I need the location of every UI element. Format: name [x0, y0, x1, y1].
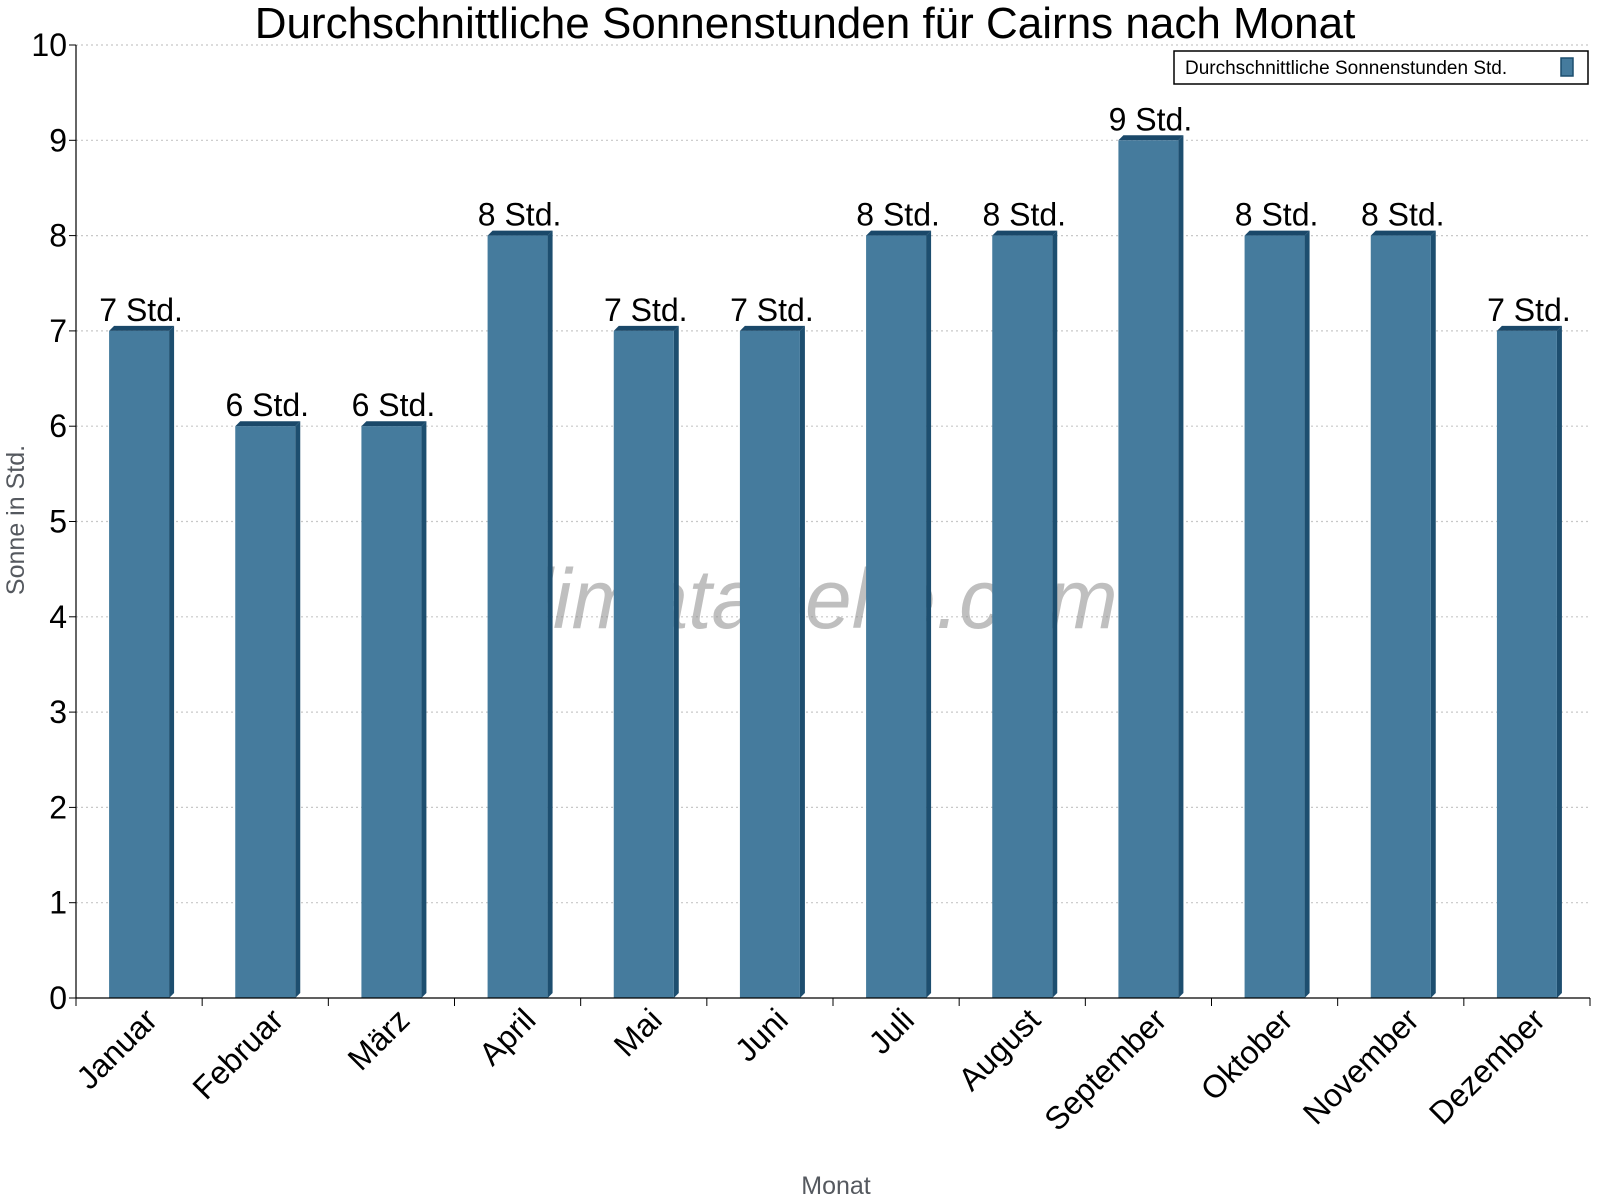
x-tick-label: Oktober [1194, 1001, 1300, 1107]
bar-top [109, 325, 175, 331]
bar-side [547, 230, 553, 999]
bar-juli [866, 230, 932, 999]
legend-label: Durchschnittliche Sonnenstunden Std. [1185, 58, 1507, 79]
bar-face [109, 330, 170, 998]
bar-face [361, 426, 422, 998]
bar-september [1118, 135, 1184, 999]
bar-april [487, 230, 553, 999]
y-tick-label: 8 [49, 218, 67, 254]
value-label: 9 Std. [1109, 101, 1193, 137]
bar-face [739, 330, 800, 998]
value-label: 6 Std. [352, 387, 436, 423]
bar-februar [235, 421, 301, 998]
value-label: 6 Std. [225, 387, 309, 423]
y-tick-label: 0 [49, 980, 67, 1016]
x-tick-label: Dezember [1422, 1001, 1552, 1131]
bar-top [739, 325, 805, 331]
bar-face [1370, 235, 1431, 999]
x-tick-label: August [951, 1001, 1047, 1097]
bar-top [992, 230, 1058, 236]
x-tick-label: April [472, 1001, 543, 1072]
bar-face [1244, 235, 1305, 999]
y-tick-label: 4 [49, 599, 67, 635]
bar-face [487, 235, 548, 999]
x-tick-label: Januar [69, 1001, 164, 1096]
x-tick-label: September [1037, 1001, 1173, 1137]
bar-side [673, 325, 679, 998]
bar-top [613, 325, 679, 331]
bar-top [866, 230, 932, 236]
value-label: 7 Std. [604, 292, 688, 328]
y-tick-label: 10 [31, 27, 67, 63]
bar-top [1244, 230, 1310, 236]
gridlines [76, 44, 1590, 904]
bar-side [295, 421, 301, 998]
bar-top [1118, 135, 1184, 141]
y-tick-label: 6 [49, 408, 67, 444]
y-tick-label: 1 [49, 885, 67, 921]
value-label: 8 Std. [1361, 197, 1445, 233]
y-tick-label: 2 [49, 789, 67, 825]
bar-top [1370, 230, 1436, 236]
bar-side [926, 230, 932, 999]
bar-januar [109, 325, 175, 998]
bar-face [1496, 330, 1557, 998]
legend: Durchschnittliche Sonnenstunden Std. [1173, 50, 1589, 85]
bar-juni [739, 325, 805, 998]
value-label: 8 Std. [856, 197, 940, 233]
bar-oktober [1244, 230, 1310, 999]
bar-face [613, 330, 674, 998]
bar-top [235, 421, 301, 427]
y-tick-label: 9 [49, 122, 67, 158]
bar-side [1052, 230, 1058, 999]
bars [109, 135, 1562, 999]
bar-face [866, 235, 927, 999]
bar-side [799, 325, 805, 998]
x-tick-label: Mai [607, 1001, 669, 1063]
bar-top [487, 230, 553, 236]
value-labels: 7 Std. 6 Std. 6 Std. 8 Std. 7 Std. 7 Std. 8 St… [99, 101, 1570, 423]
bar-side [1430, 230, 1436, 999]
value-label: 7 Std. [1487, 292, 1571, 328]
x-tick-label: März [341, 1001, 417, 1077]
y-tick-label: 5 [49, 504, 67, 540]
value-label: 7 Std. [730, 292, 814, 328]
bar-side [1304, 230, 1310, 999]
y-tick-label: 7 [49, 313, 67, 349]
bar-face [235, 426, 296, 998]
bar-top [1496, 325, 1562, 331]
bar-august [992, 230, 1058, 999]
bar-dezember [1496, 325, 1562, 998]
y-tick-label: 3 [49, 694, 67, 730]
x-tick-label: Februar [186, 1001, 291, 1106]
bar-top [361, 421, 427, 427]
value-label: 8 Std. [982, 197, 1066, 233]
chart-title: Durchschnittliche Sonnenstunden für Cair… [255, 0, 1356, 48]
value-label: 7 Std. [99, 292, 183, 328]
bar-märz [361, 421, 427, 998]
y-axis-title: Sonne in Std. [2, 445, 30, 595]
bar-face [992, 235, 1053, 999]
legend-swatch [1560, 57, 1574, 77]
bar-side [1556, 325, 1562, 998]
bar-november [1370, 230, 1436, 999]
x-tick-label: Juni [728, 1001, 795, 1068]
bar-side [1178, 135, 1184, 999]
bar-side [421, 421, 427, 998]
x-tick-label: Juli [862, 1001, 921, 1060]
bar-mai [613, 325, 679, 998]
value-label: 8 Std. [1235, 197, 1319, 233]
value-label: 8 Std. [478, 197, 562, 233]
x-axis-title: Monat [801, 1172, 871, 1200]
bar-side [169, 325, 175, 998]
x-tick-label: November [1296, 1001, 1426, 1131]
legend-box [1173, 50, 1589, 85]
bar-face [1118, 140, 1179, 999]
